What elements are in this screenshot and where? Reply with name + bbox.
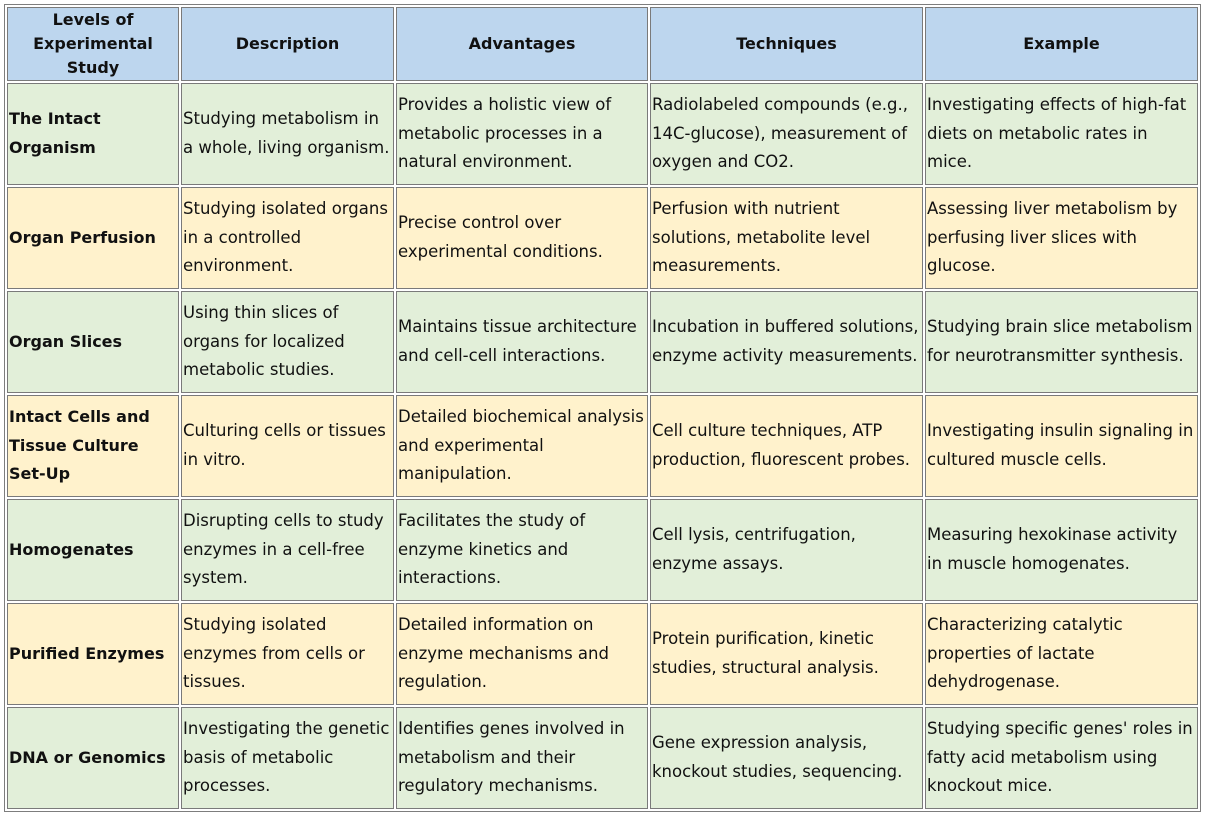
header-example: Example bbox=[925, 7, 1198, 81]
example-cell: Investigating effects of high-fat diets … bbox=[925, 83, 1198, 185]
advantages-cell: Identifies genes involved in metabolism … bbox=[396, 707, 648, 809]
advantages-cell: Maintains tissue architecture and cell-c… bbox=[396, 291, 648, 393]
level-cell: Purified Enzymes bbox=[7, 603, 179, 705]
header-advantages: Advantages bbox=[396, 7, 648, 81]
advantages-cell: Detailed information on enzyme mechanism… bbox=[396, 603, 648, 705]
level-cell: Homogenates bbox=[7, 499, 179, 601]
example-cell: Studying specific genes' roles in fatty … bbox=[925, 707, 1198, 809]
header-description: Description bbox=[181, 7, 394, 81]
level-cell: Intact Cells and Tissue Culture Set-Up bbox=[7, 395, 179, 497]
description-cell: Studying isolated enzymes from cells or … bbox=[181, 603, 394, 705]
techniques-cell: Perfusion with nutrient solutions, metab… bbox=[650, 187, 923, 289]
header-techniques: Techniques bbox=[650, 7, 923, 81]
table-row: Organ Perfusion Studying isolated organs… bbox=[7, 187, 1198, 289]
advantages-cell: Provides a holistic view of metabolic pr… bbox=[396, 83, 648, 185]
table-row: Purified Enzymes Studying isolated enzym… bbox=[7, 603, 1198, 705]
techniques-cell: Incubation in buffered solutions, enzyme… bbox=[650, 291, 923, 393]
level-cell: The Intact Organism bbox=[7, 83, 179, 185]
example-cell: Investigating insulin signaling in cultu… bbox=[925, 395, 1198, 497]
advantages-cell: Detailed biochemical analysis and experi… bbox=[396, 395, 648, 497]
level-cell: DNA or Genomics bbox=[7, 707, 179, 809]
description-cell: Investigating the genetic basis of metab… bbox=[181, 707, 394, 809]
table-row: Homogenates Disrupting cells to study en… bbox=[7, 499, 1198, 601]
experimental-levels-table-container: Levels of Experimental Study Description… bbox=[4, 4, 1201, 812]
level-cell: Organ Slices bbox=[7, 291, 179, 393]
description-cell: Studying isolated organs in a controlled… bbox=[181, 187, 394, 289]
table-row: The Intact Organism Studying metabolism … bbox=[7, 83, 1198, 185]
advantages-cell: Facilitates the study of enzyme kinetics… bbox=[396, 499, 648, 601]
description-cell: Studying metabolism in a whole, living o… bbox=[181, 83, 394, 185]
example-cell: Measuring hexokinase activity in muscle … bbox=[925, 499, 1198, 601]
techniques-cell: Gene expression analysis, knockout studi… bbox=[650, 707, 923, 809]
header-levels: Levels of Experimental Study bbox=[7, 7, 179, 81]
techniques-cell: Cell lysis, centrifugation, enzyme assay… bbox=[650, 499, 923, 601]
techniques-cell: Cell culture techniques, ATP production,… bbox=[650, 395, 923, 497]
table-row: Organ Slices Using thin slices of organs… bbox=[7, 291, 1198, 393]
example-cell: Studying brain slice metabolism for neur… bbox=[925, 291, 1198, 393]
example-cell: Characterizing catalytic properties of l… bbox=[925, 603, 1198, 705]
level-cell: Organ Perfusion bbox=[7, 187, 179, 289]
techniques-cell: Protein purification, kinetic studies, s… bbox=[650, 603, 923, 705]
table-row: Intact Cells and Tissue Culture Set-Up C… bbox=[7, 395, 1198, 497]
description-cell: Disrupting cells to study enzymes in a c… bbox=[181, 499, 394, 601]
table-row: DNA or Genomics Investigating the geneti… bbox=[7, 707, 1198, 809]
description-cell: Using thin slices of organs for localize… bbox=[181, 291, 394, 393]
techniques-cell: Radiolabeled compounds (e.g., 14C-glucos… bbox=[650, 83, 923, 185]
advantages-cell: Precise control over experimental condit… bbox=[396, 187, 648, 289]
experimental-levels-table: Levels of Experimental Study Description… bbox=[5, 5, 1200, 811]
example-cell: Assessing liver metabolism by perfusing … bbox=[925, 187, 1198, 289]
table-header-row: Levels of Experimental Study Description… bbox=[7, 7, 1198, 81]
description-cell: Culturing cells or tissues in vitro. bbox=[181, 395, 394, 497]
